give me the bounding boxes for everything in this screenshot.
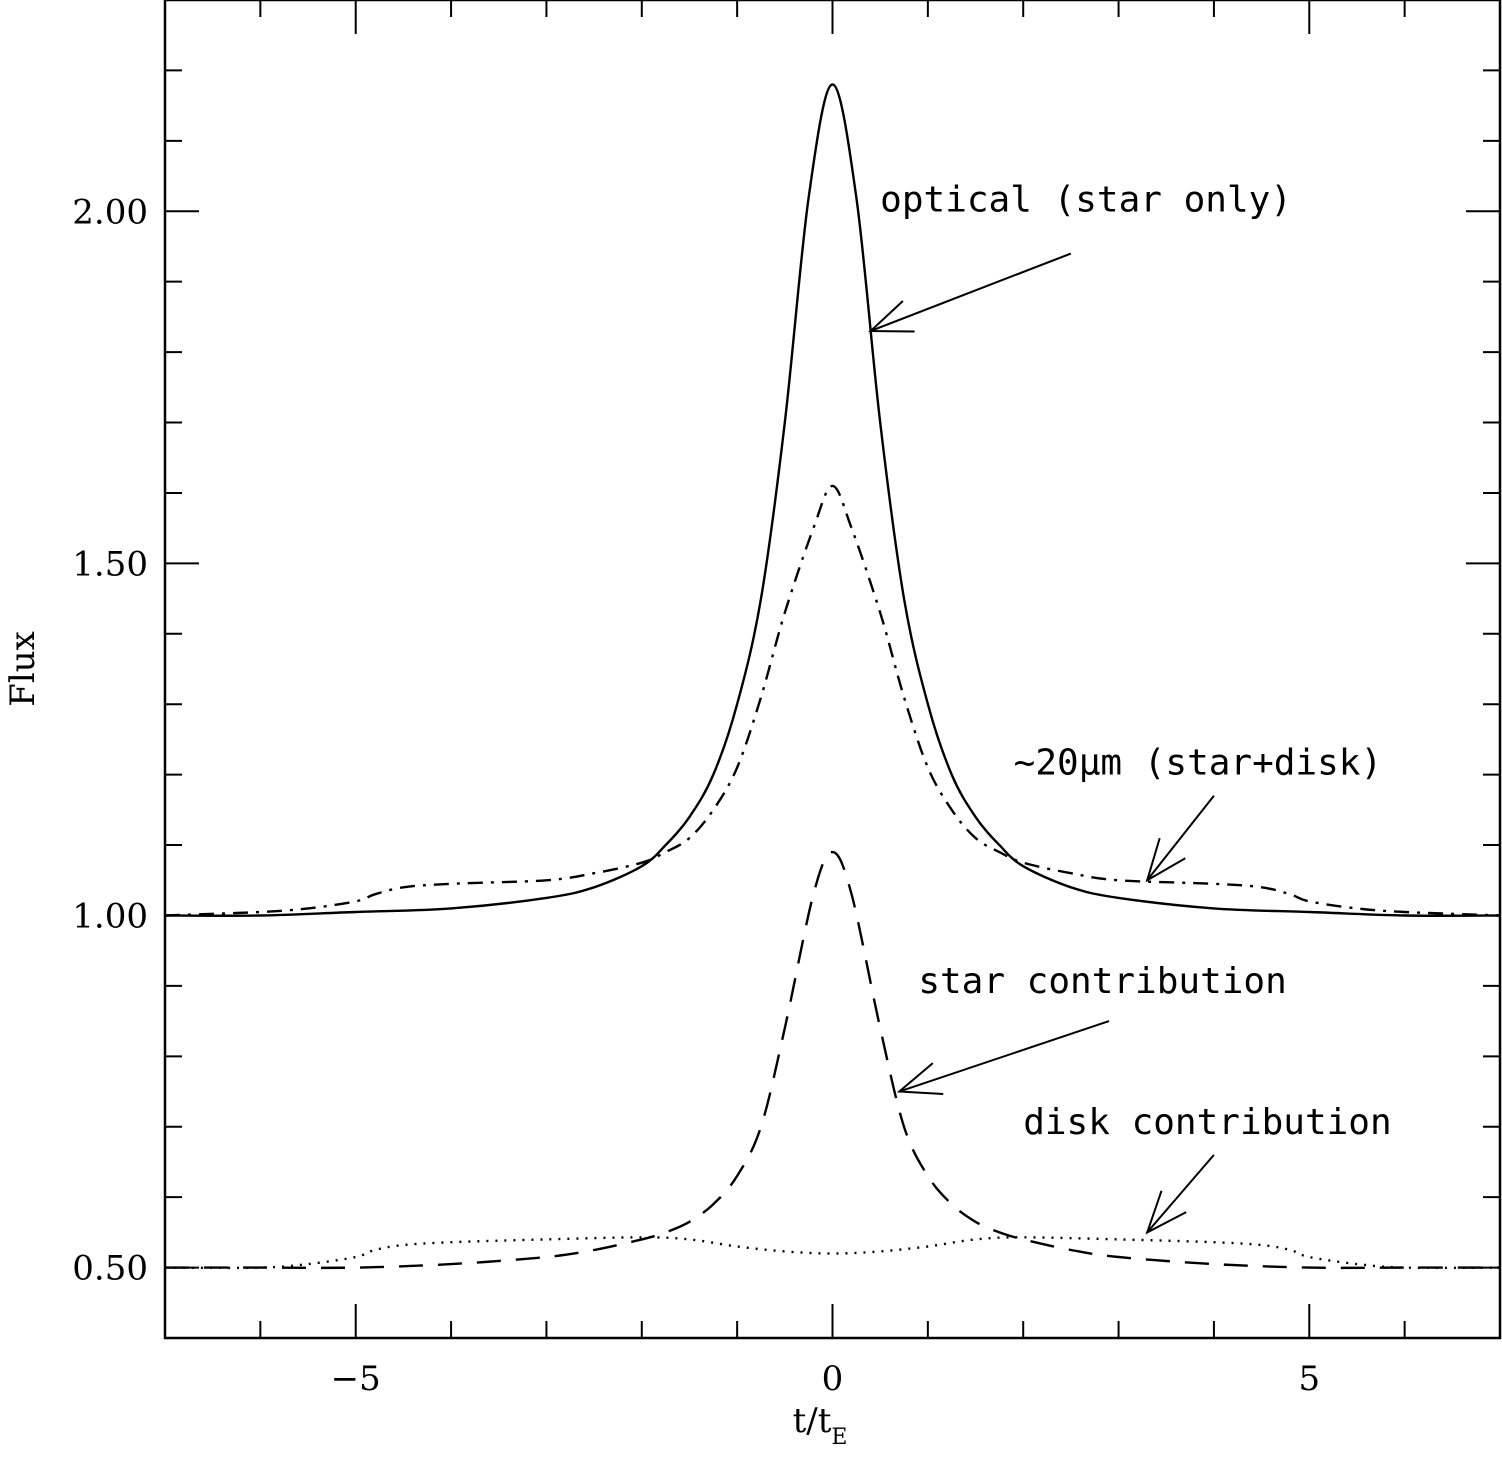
y-tick-label: 0.50 [72,1249,148,1289]
annotation-label: optical (star only) [880,179,1292,220]
y-tick-label: 1.50 [72,544,148,584]
annotations: optical (star only) ~20μm (star+disk) star… [868,179,1392,1235]
x-tick-label: 0 [822,1359,844,1399]
annotation-arrowhead [868,300,915,333]
annotation-arrow [1146,1154,1215,1234]
y-tick-label: 2.00 [72,192,148,232]
annotation-arrow [898,1020,1110,1093]
annotation-arrow [1146,795,1215,881]
y-tick-label: 1.00 [72,896,148,936]
series-line [165,1236,1500,1270]
series-line [165,850,1500,1270]
series-line [165,484,1500,917]
annotation-label: ~20μm (star+disk) [1014,743,1382,784]
x-axis-label: t/tE [793,1401,848,1450]
annotation-arrowhead [1145,837,1186,883]
annotation-label: star contribution [918,961,1286,1002]
y-axis-label: Flux [3,631,43,707]
curves [165,83,1500,1270]
annotation-arrowhead [1145,1190,1187,1235]
x-tick-label: 5 [1298,1359,1320,1399]
annotation-label: disk contribution [1023,1102,1391,1143]
series-line [165,83,1500,917]
tick-labels: −5 0 5 0.50 1.00 1.50 2.00 [72,192,1320,1399]
annotation-arrow [870,252,1072,332]
x-tick-label: −5 [331,1359,381,1399]
annotation-arrowhead [896,1062,944,1095]
x-axis-label-main: t/t [793,1401,832,1441]
x-axis-label-sub: E [831,1425,847,1450]
